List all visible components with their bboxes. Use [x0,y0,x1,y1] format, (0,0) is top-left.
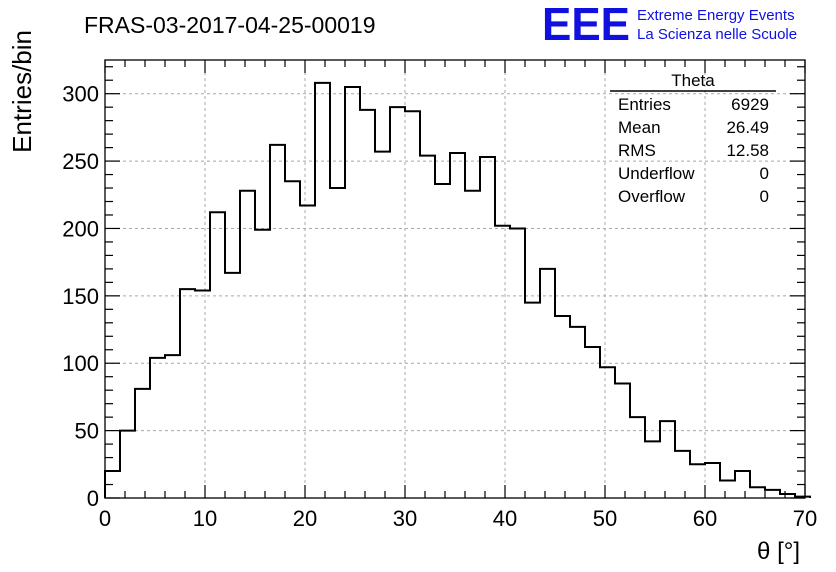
histogram-bin [570,327,585,498]
histogram-bin [510,228,525,498]
histogram-bin [375,152,390,498]
x-tick-label: 20 [293,506,317,531]
run-title: FRAS-03-2017-04-25-00019 [84,12,376,38]
histogram-bin [105,471,120,498]
stats-label-mean: Mean [618,118,661,137]
histogram-chart: 0 10 20 30 40 50 60 70 0 50 100 150 200 250 300 FRAS-0… [0,0,836,572]
histogram-bin [315,83,330,498]
histogram-bin [780,494,795,498]
stats-label-entries: Entries [618,95,671,114]
stats-label-underflow: Underflow [618,164,695,183]
histogram-bin [165,355,180,498]
x-tick-label: 40 [493,506,517,531]
histogram-bin [735,471,750,498]
x-tick-label: 0 [99,506,111,531]
histogram-bin [615,383,630,498]
histogram-bin [705,463,720,498]
histogram-bin [795,497,810,498]
histogram-bin [360,110,375,498]
stats-value-mean: 26.49 [726,118,769,137]
histogram-bin [600,367,615,498]
logo-line-1: Extreme Energy Events [637,7,795,24]
histogram-bin [390,107,405,498]
histogram-bin [675,451,690,498]
histogram-bin [240,191,255,498]
histogram-bin [420,156,435,498]
histogram-bin [270,145,285,498]
histogram-bin [210,212,225,498]
x-tick-label: 30 [393,506,417,531]
histogram-bin [750,487,765,498]
histogram-bin [180,289,195,498]
histogram-bin [660,421,675,498]
y-tick-label: 150 [62,284,99,309]
histogram-bin [645,441,660,498]
y-axis-label: Entries/bin [7,30,37,153]
logo-line-2: La Scienza nelle Scuole [637,26,797,43]
histogram-bin [480,157,495,498]
histogram-bin [630,417,645,498]
histogram-bin [285,181,300,498]
y-tick-label: 50 [75,419,99,444]
stats-label-overflow: Overflow [618,187,686,206]
histogram-bin [465,191,480,498]
histogram-bin [690,464,705,498]
histogram-bin [540,269,555,498]
x-tick-label: 70 [793,506,817,531]
stats-value-overflow: 0 [760,187,769,206]
histogram-bin [495,226,510,498]
histogram-bin [150,358,165,498]
y-tick-label: 100 [62,351,99,376]
x-tick-label: 50 [593,506,617,531]
eee-logo-mark: EEE [542,0,630,50]
histogram-bin [435,184,450,498]
histogram-bin [720,480,735,498]
x-tick-label: 10 [193,506,217,531]
y-tick-label: 0 [87,486,99,511]
histogram-bin [135,389,150,498]
histogram-bin [525,303,540,498]
stats-label-rms: RMS [618,141,656,160]
histogram-bin [120,431,135,498]
stats-title: Theta [671,71,715,90]
histogram-bin [765,490,780,498]
histogram-bin [255,230,270,498]
histogram-bin [195,290,210,498]
x-axis-label: θ [°] [757,538,800,565]
histogram-bin [450,153,465,498]
histogram-bin [225,273,240,498]
histogram-bin [405,111,420,498]
stats-value-rms: 12.58 [726,141,769,160]
stats-value-entries: 6929 [731,95,769,114]
histogram-bin [300,206,315,498]
x-tick-label: 60 [693,506,717,531]
histogram-bin [345,87,360,498]
stats-value-underflow: 0 [760,164,769,183]
histogram-bin [585,347,600,498]
histogram-bin [555,316,570,498]
y-tick-label: 250 [62,149,99,174]
y-tick-label: 300 [62,82,99,107]
histogram-bin [330,188,345,498]
y-tick-label: 200 [62,216,99,241]
